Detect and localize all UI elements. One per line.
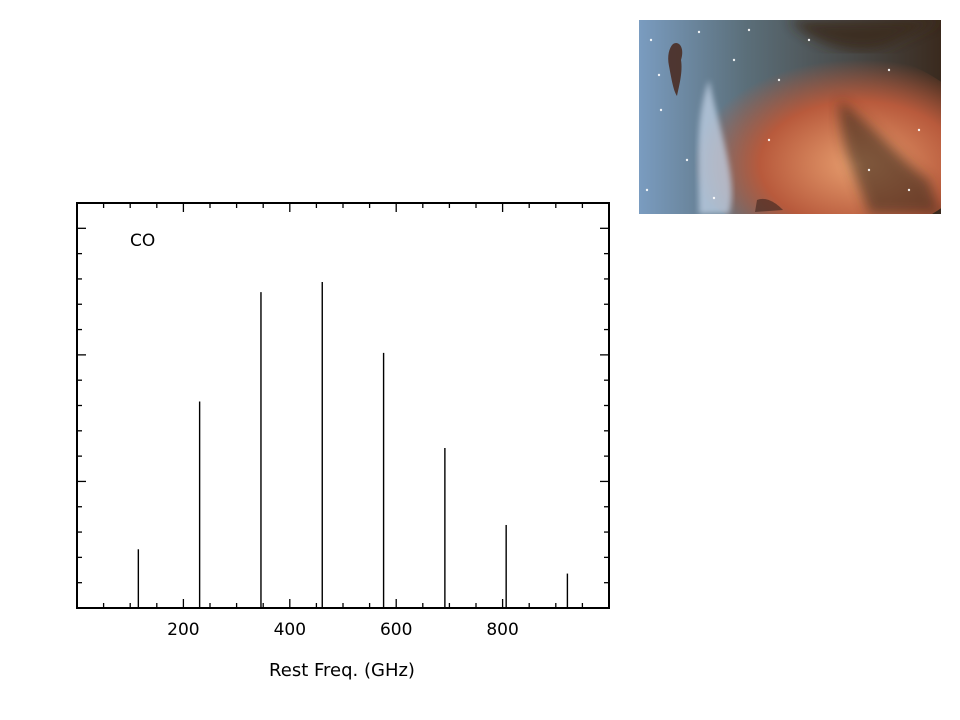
tick-labels: 200 400 600 800	[167, 620, 519, 640]
x-tick-label: 400	[274, 620, 306, 640]
x-tick-label: 600	[380, 620, 412, 640]
x-tick-label: 800	[486, 620, 518, 640]
bars	[137, 281, 569, 608]
ticks	[77, 203, 609, 608]
nebula-photo	[639, 20, 941, 214]
molecule-label: CO	[130, 231, 155, 251]
x-tick-label: 200	[167, 620, 199, 640]
x-axis-title: Rest Freq. (GHz)	[269, 660, 415, 681]
plot-frame	[76, 202, 610, 609]
